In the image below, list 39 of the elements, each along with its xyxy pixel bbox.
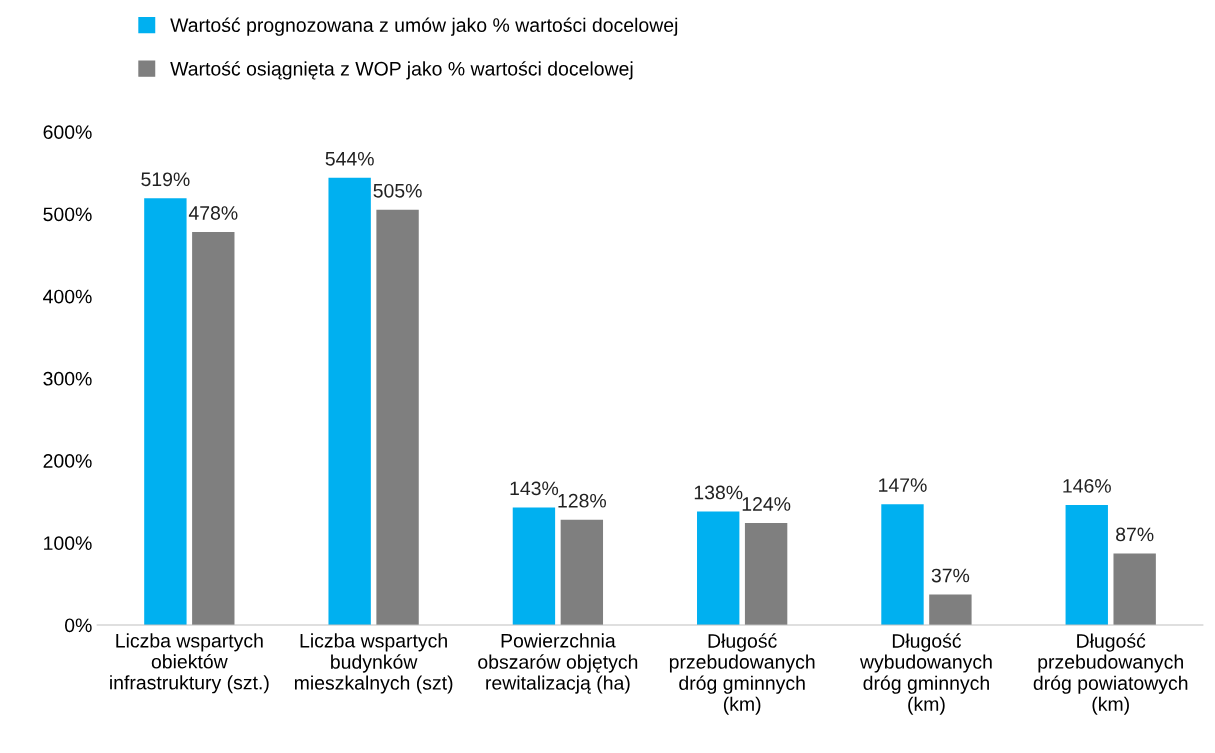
x-tick-label: Długość przebudowanych dróg gminnych (km)	[669, 633, 815, 715]
bar	[881, 504, 924, 625]
text: 143%	[510, 481, 559, 496]
bar	[744, 523, 788, 625]
legend-label: Wartość prognozowana z umów jako % wartości docelowej	[170, 17, 678, 36]
y-tick-label: 400%	[43, 289, 92, 304]
x-tick-label: Długość wybudowanych dróg gminnych (km)	[859, 633, 992, 715]
text: 505%	[373, 183, 422, 198]
bar	[697, 511, 740, 625]
bar	[144, 198, 187, 625]
bar	[376, 209, 419, 625]
legend-label: Wartość osiągnięta z WOP jako % wartości docelowej	[170, 61, 633, 80]
x-tick-label: Powierzchnia obszarów objętych rewitalizacją (ha)	[478, 633, 638, 694]
text: 478%	[188, 206, 238, 220]
text: 147%	[879, 478, 927, 492]
text: 124%	[742, 497, 791, 511]
text: 519%	[141, 172, 190, 187]
bar	[929, 594, 972, 625]
y-tick-label: 300%	[43, 371, 92, 386]
text: 146%	[1063, 479, 1111, 493]
text: 138%	[694, 485, 743, 500]
text: 128%	[558, 493, 607, 508]
text: 544%	[325, 151, 374, 166]
bar	[328, 177, 371, 625]
bar	[512, 507, 556, 625]
bar	[192, 232, 235, 625]
y-tick-label: 0%	[65, 618, 92, 633]
text: 37%	[931, 568, 970, 583]
y-tick-label: 100%	[44, 536, 92, 551]
y-tick-label: 600%	[43, 125, 92, 140]
x-tick-label: Długość przebudowanych dróg powiatowych (km)	[1033, 633, 1188, 715]
text: 87%	[1116, 527, 1154, 542]
bar	[1113, 553, 1156, 625]
bar	[560, 519, 604, 625]
x-tick-label: Liczba wspartych obiektów infrastruktury (szt.)	[110, 633, 269, 694]
bar	[1065, 504, 1108, 625]
y-tick-label: 500%	[43, 207, 92, 222]
x-tick-label: Liczba wspartych budynków mieszkalnych (szt)	[294, 633, 453, 694]
y-tick-label: 200%	[43, 454, 92, 468]
